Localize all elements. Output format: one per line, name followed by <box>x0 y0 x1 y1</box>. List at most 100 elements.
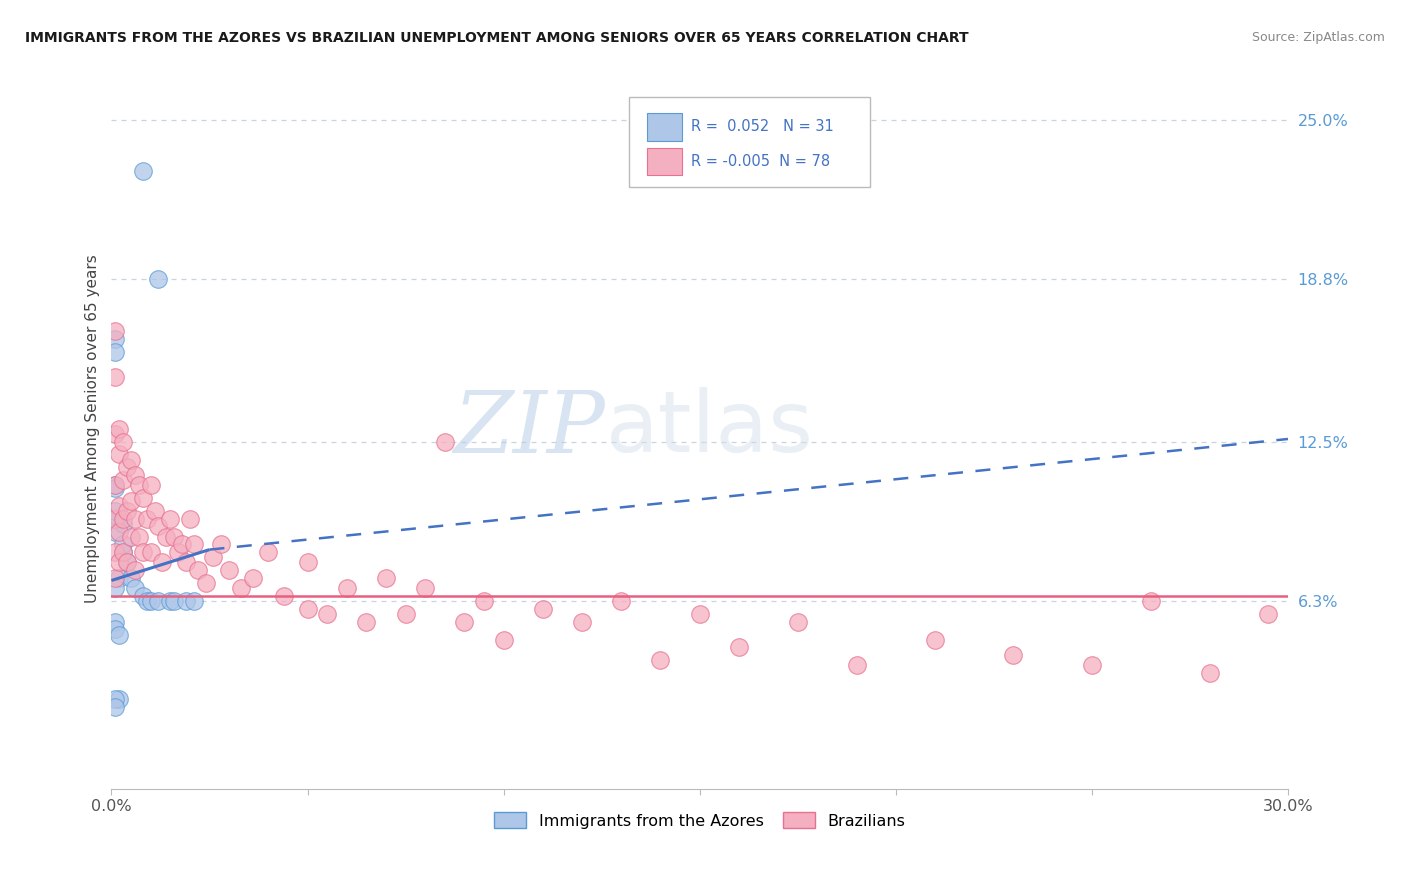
Text: ZIP: ZIP <box>454 387 606 470</box>
Point <box>120 493 142 508</box>
Point <box>159 512 181 526</box>
Point <box>650 653 672 667</box>
Point <box>108 524 131 539</box>
Point <box>218 563 240 577</box>
Point <box>104 344 127 359</box>
Point <box>104 571 127 585</box>
Point <box>108 447 131 461</box>
Point <box>183 594 205 608</box>
Point <box>108 691 131 706</box>
Point <box>689 607 711 621</box>
Point <box>163 530 186 544</box>
Point <box>531 601 554 615</box>
Point <box>610 594 633 608</box>
Point <box>104 478 127 492</box>
Legend: Immigrants from the Azores, Brazilians: Immigrants from the Azores, Brazilians <box>488 805 911 835</box>
Point <box>433 434 456 449</box>
Point <box>108 499 131 513</box>
Point <box>148 519 170 533</box>
Point <box>786 615 808 629</box>
Point <box>453 615 475 629</box>
Point <box>104 699 127 714</box>
Point <box>257 545 280 559</box>
Point <box>148 272 170 286</box>
Point <box>104 615 127 629</box>
Point <box>104 545 127 559</box>
Point <box>472 594 495 608</box>
Point <box>132 164 155 178</box>
Point <box>297 556 319 570</box>
Point <box>139 594 162 608</box>
Point <box>112 512 135 526</box>
Point <box>492 632 515 647</box>
Point <box>132 589 155 603</box>
Text: atlas: atlas <box>606 387 814 470</box>
Point <box>394 607 416 621</box>
Point <box>174 556 197 570</box>
Point <box>571 615 593 629</box>
Point <box>374 571 396 585</box>
Point <box>135 512 157 526</box>
FancyBboxPatch shape <box>628 97 870 187</box>
Point <box>104 524 127 539</box>
Point <box>124 512 146 526</box>
Text: R =  0.052   N = 31: R = 0.052 N = 31 <box>692 120 834 135</box>
Point <box>155 530 177 544</box>
Point <box>297 601 319 615</box>
Point <box>112 545 135 559</box>
Point <box>108 627 131 641</box>
Point <box>924 632 946 647</box>
Point <box>159 594 181 608</box>
Point <box>104 691 127 706</box>
Point <box>1198 666 1220 681</box>
Text: Source: ZipAtlas.com: Source: ZipAtlas.com <box>1251 31 1385 45</box>
Point <box>139 478 162 492</box>
Point <box>229 581 252 595</box>
Point <box>104 426 127 441</box>
Point <box>316 607 339 621</box>
Point <box>104 478 127 492</box>
Point <box>183 537 205 551</box>
Point <box>336 581 359 595</box>
Point <box>104 332 127 346</box>
Point <box>1139 594 1161 608</box>
Point <box>1002 648 1025 662</box>
Point <box>112 516 135 531</box>
Point <box>120 452 142 467</box>
Point <box>132 491 155 505</box>
Point <box>187 563 209 577</box>
Text: R = -0.005  N = 78: R = -0.005 N = 78 <box>692 154 831 169</box>
Point <box>179 512 201 526</box>
Point <box>1257 607 1279 621</box>
Point <box>104 581 127 595</box>
Point <box>115 556 138 570</box>
Point <box>112 545 135 559</box>
Point <box>120 530 142 544</box>
FancyBboxPatch shape <box>647 113 682 141</box>
Point <box>104 370 127 384</box>
Point <box>128 530 150 544</box>
Point <box>242 571 264 585</box>
Point <box>132 545 155 559</box>
Point <box>108 556 131 570</box>
Point <box>104 512 127 526</box>
Point <box>128 478 150 492</box>
Point <box>167 545 190 559</box>
Point <box>108 512 131 526</box>
Point <box>139 545 162 559</box>
Point <box>104 481 127 495</box>
FancyBboxPatch shape <box>647 148 682 175</box>
Point <box>209 537 232 551</box>
Point <box>163 594 186 608</box>
Point <box>202 550 225 565</box>
Point <box>112 473 135 487</box>
Point <box>124 563 146 577</box>
Point <box>104 324 127 338</box>
Point <box>104 504 127 518</box>
Point <box>152 556 174 570</box>
Point <box>356 615 378 629</box>
Point <box>112 434 135 449</box>
Point <box>115 460 138 475</box>
Point <box>413 581 436 595</box>
Point <box>115 556 138 570</box>
